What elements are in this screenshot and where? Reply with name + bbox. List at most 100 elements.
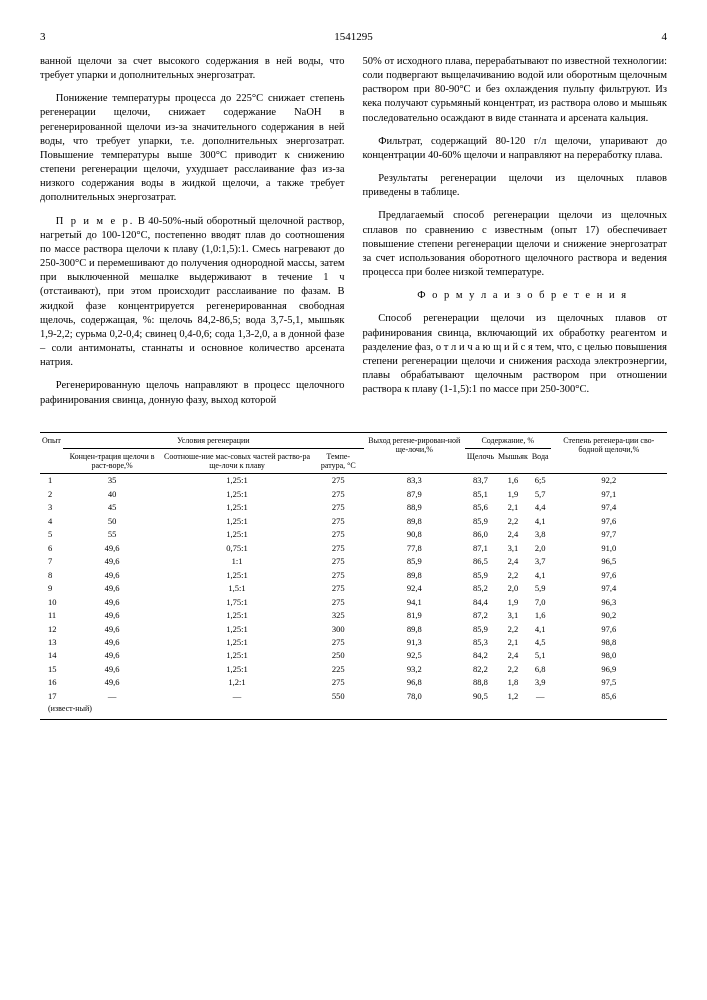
text-columns: ванной щелочи за счет высокого содержани… bbox=[40, 55, 667, 417]
table-cell: 2,4 bbox=[496, 528, 530, 541]
table-cell: 3,1 bbox=[496, 609, 530, 622]
table-row: 949,61,5:127592,485,22,05,997,4 bbox=[40, 582, 667, 595]
table-cell: 5 bbox=[40, 528, 63, 541]
table-cell: 91,3 bbox=[364, 636, 465, 649]
table-cell: 85,6 bbox=[465, 501, 496, 514]
table-row: 749,61:127585,986,52,43,796,5 bbox=[40, 555, 667, 568]
table-cell: 300 bbox=[313, 623, 364, 636]
table-cell: — bbox=[161, 690, 313, 703]
table-cell: 49,6 bbox=[63, 596, 161, 609]
table-cell: 45 bbox=[63, 501, 161, 514]
table-cell: 89,8 bbox=[364, 515, 465, 528]
table-cell: 78,0 bbox=[364, 690, 465, 703]
th-as: Мышьяк bbox=[496, 448, 530, 473]
table-cell: 89,8 bbox=[364, 569, 465, 582]
table-cell: 97,4 bbox=[551, 501, 667, 514]
table-cell: 2,4 bbox=[496, 649, 530, 662]
table-cell: 84,4 bbox=[465, 596, 496, 609]
table-cell: 6 bbox=[40, 542, 63, 555]
table-cell: 96,5 bbox=[551, 555, 667, 568]
table-cell: 83,3 bbox=[364, 474, 465, 488]
table-cell: 12 bbox=[40, 623, 63, 636]
table-cell: 86,0 bbox=[465, 528, 496, 541]
table-cell: 1,25:1 bbox=[161, 474, 313, 488]
table-cell: 35 bbox=[63, 474, 161, 488]
table-cell: 4,1 bbox=[530, 623, 551, 636]
table-cell: 90,2 bbox=[551, 609, 667, 622]
table-cell: 81,9 bbox=[364, 609, 465, 622]
table-cell: 96,9 bbox=[551, 663, 667, 676]
table-cell: 40 bbox=[63, 488, 161, 501]
table-cell: 85,9 bbox=[465, 623, 496, 636]
table-cell: 49,6 bbox=[63, 649, 161, 662]
table-cell: 1,25:1 bbox=[161, 636, 313, 649]
doc-number: 1541295 bbox=[334, 30, 373, 45]
table-cell: 97,7 bbox=[551, 528, 667, 541]
table-cell: 3,1 bbox=[496, 542, 530, 555]
table-cell: 1,25:1 bbox=[161, 569, 313, 582]
table-cell: 85,9 bbox=[465, 569, 496, 582]
table-cell: 15 bbox=[40, 663, 63, 676]
table-cell: 2,2 bbox=[496, 515, 530, 528]
table-cell: 49,6 bbox=[63, 542, 161, 555]
table-cell: 2,2 bbox=[496, 623, 530, 636]
table-cell: 275 bbox=[313, 488, 364, 501]
table-row: 4501,25:127589,885,92,24,197,6 bbox=[40, 515, 667, 528]
table-cell: 1,6 bbox=[530, 609, 551, 622]
table-cell: 275 bbox=[313, 515, 364, 528]
table-cell: 1,9 bbox=[496, 596, 530, 609]
th-opyt: Опыт bbox=[40, 432, 63, 474]
table-cell: 275 bbox=[313, 596, 364, 609]
table-cell: 1,9 bbox=[496, 488, 530, 501]
table-cell: 49,6 bbox=[63, 555, 161, 568]
table-cell: 92,4 bbox=[364, 582, 465, 595]
table-cell: 2 bbox=[40, 488, 63, 501]
table-cell: 10 bbox=[40, 596, 63, 609]
table-cell: 49,6 bbox=[63, 636, 161, 649]
table-cell: 85,6 bbox=[551, 690, 667, 703]
table-cell: 93,2 bbox=[364, 663, 465, 676]
table-cell: 4,4 bbox=[530, 501, 551, 514]
table-cell: 97,4 bbox=[551, 582, 667, 595]
table-cell: 85,9 bbox=[465, 515, 496, 528]
th-temp: Темпе-ратура, °С bbox=[313, 448, 364, 473]
table-note: (извест-ный) bbox=[40, 703, 667, 719]
table-cell: 5,1 bbox=[530, 649, 551, 662]
table-cell: 8 bbox=[40, 569, 63, 582]
table-cell: 96,3 bbox=[551, 596, 667, 609]
table-cell: — bbox=[63, 690, 161, 703]
th-yield: Выход регене-рирован-ной ще-лочи,% bbox=[364, 432, 465, 474]
table-cell: 1,25:1 bbox=[161, 609, 313, 622]
table-cell: 3,9 bbox=[530, 676, 551, 689]
table-cell: 50 bbox=[63, 515, 161, 528]
table-cell: 3 bbox=[40, 501, 63, 514]
table-cell: 98,8 bbox=[551, 636, 667, 649]
table-cell: 90,5 bbox=[465, 690, 496, 703]
para: Фильтрат, содержащий 80-120 г/л щелочи, … bbox=[363, 135, 668, 163]
table-cell: 3,8 bbox=[530, 528, 551, 541]
table-cell: 6,8 bbox=[530, 663, 551, 676]
table-cell: 85,2 bbox=[465, 582, 496, 595]
table-row: 1249,61,25:130089,885,92,24,197,6 bbox=[40, 623, 667, 636]
table-row: 5551,25:127590,886,02,43,897,7 bbox=[40, 528, 667, 541]
table-cell: — bbox=[530, 690, 551, 703]
table-cell: 2,0 bbox=[530, 542, 551, 555]
th-conc: Концен-трация щелочи в раст-воре,% bbox=[63, 448, 161, 473]
para: Предлагаемый способ регенерации щелочи и… bbox=[363, 209, 668, 280]
table-cell: 88,8 bbox=[465, 676, 496, 689]
table-cell: 97,6 bbox=[551, 515, 667, 528]
table-cell: 97,6 bbox=[551, 569, 667, 582]
para: Понижение температуры процесса до 225°С … bbox=[40, 92, 345, 205]
right-column: 50% от исходного плава, перерабатывают п… bbox=[363, 55, 668, 417]
table-cell: 85,9 bbox=[364, 555, 465, 568]
table-cell: 16 bbox=[40, 676, 63, 689]
table-row: 1449,61,25:125092,584,22,45,198,0 bbox=[40, 649, 667, 662]
table-cell: 13 bbox=[40, 636, 63, 649]
table-cell: 275 bbox=[313, 542, 364, 555]
table-row: 1351,25:127583,383,71,66;592,2 bbox=[40, 474, 667, 488]
para: П р и м е р. В 40-50%-ный оборотный щело… bbox=[40, 215, 345, 371]
table-cell: 87,9 bbox=[364, 488, 465, 501]
table-cell: 85,3 bbox=[465, 636, 496, 649]
table-body: 1351,25:127583,383,71,66;592,22401,25:12… bbox=[40, 474, 667, 720]
table-cell: 550 bbox=[313, 690, 364, 703]
